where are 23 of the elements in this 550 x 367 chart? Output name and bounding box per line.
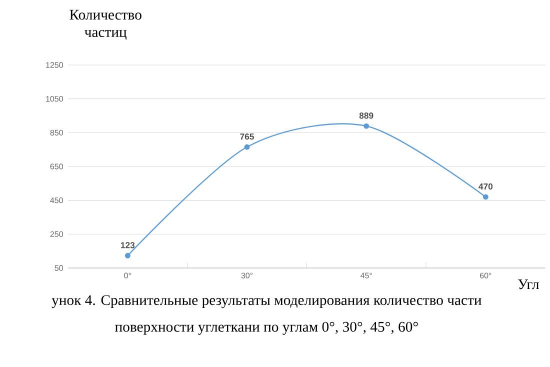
y-tick-label: 850 [50, 130, 63, 136]
data-label: 470 [478, 183, 493, 190]
text: поверхности углеткани по углам 0°, 30°, 45°, 60° [115, 322, 418, 335]
point [124, 252, 130, 258]
x-tick-label: 30° [241, 272, 253, 278]
point [244, 144, 250, 150]
point [364, 123, 370, 129]
x-tick-label: 60° [480, 272, 492, 278]
text: унок 4. Сравнительные результаты моделирования количество части [52, 295, 482, 308]
x-axis-title: Угл [518, 279, 539, 290]
data-label: 889 [359, 112, 374, 119]
y-tick-label: 1050 [46, 96, 63, 102]
y-tick-label: 50 [54, 265, 63, 271]
y-tick-label: 650 [50, 164, 63, 170]
y-tick-label: 250 [50, 231, 63, 237]
data-label: 765 [240, 134, 254, 140]
y-tick-label: 1250 [46, 62, 63, 68]
data-label: 123 [120, 242, 135, 248]
point [482, 194, 488, 200]
y-tick-label: 450 [50, 197, 63, 204]
x-tick-label: 0° [124, 272, 132, 278]
y-axis-title: Количество частиц [70, 10, 142, 40]
x-tick-label: 45° [360, 272, 372, 278]
